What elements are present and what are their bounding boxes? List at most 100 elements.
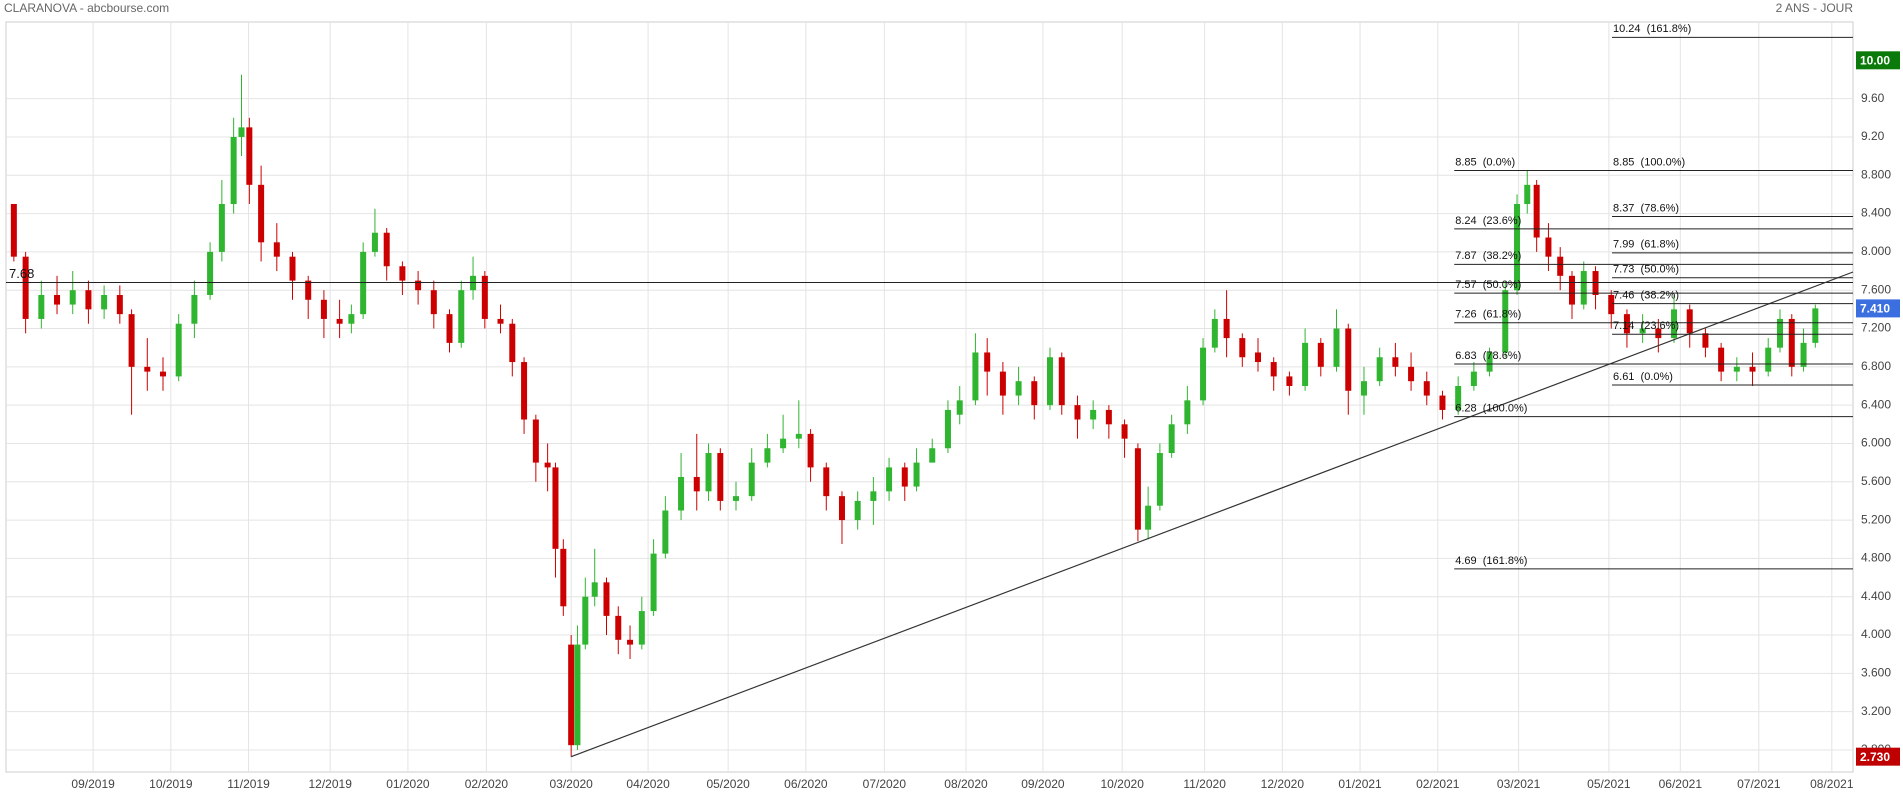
- candle-body: [371, 232, 378, 252]
- y-tick-label: 6.800: [1861, 359, 1891, 373]
- candle-body: [638, 611, 645, 645]
- candle-body: [1686, 309, 1693, 334]
- candle-body: [415, 280, 422, 291]
- candle-body: [678, 476, 685, 511]
- candle-body: [999, 371, 1006, 396]
- x-tick-label: 05/2021: [1587, 777, 1631, 791]
- candle-body: [1392, 357, 1399, 367]
- candle-body: [144, 366, 151, 372]
- fib-label: 8.85 (100.0%): [1613, 156, 1685, 168]
- candle-body: [1524, 184, 1531, 204]
- y-tick-label: 5.200: [1861, 512, 1891, 526]
- candle-body: [1557, 256, 1564, 276]
- fib-label: 10.24 (161.8%): [1613, 23, 1691, 35]
- candle-body: [399, 266, 406, 281]
- candle-body: [1121, 424, 1128, 439]
- candle-body: [1074, 405, 1081, 420]
- y-tick-label: 7.200: [1861, 321, 1891, 335]
- candle-body: [693, 476, 700, 492]
- candle-body: [1184, 400, 1191, 425]
- fib-label: 7.46 (38.2%): [1613, 290, 1679, 302]
- x-tick-label: 11/2019: [227, 777, 270, 791]
- candle-body: [320, 299, 327, 319]
- candle-body: [238, 127, 245, 137]
- candle-body: [807, 433, 814, 468]
- candle-body: [591, 582, 598, 597]
- y-tick-label: 6.000: [1861, 436, 1891, 450]
- candle-body: [838, 496, 845, 521]
- candle-body: [568, 644, 575, 746]
- candle-body: [230, 136, 237, 204]
- y-tick-label: 7.600: [1861, 282, 1891, 296]
- candle-body: [1360, 381, 1367, 396]
- x-tick-label: 10/2019: [149, 777, 193, 791]
- price-badge: [1856, 747, 1900, 766]
- x-tick-label: 12/2019: [308, 777, 352, 791]
- candle-body: [1090, 409, 1097, 420]
- candle-body: [972, 352, 979, 401]
- x-tick-label: 11/2020: [1183, 777, 1226, 791]
- x-tick-label: 10/2020: [1101, 777, 1145, 791]
- candle-body: [1015, 381, 1022, 396]
- candle-body: [552, 467, 559, 549]
- candle-body: [1502, 290, 1509, 353]
- candle-body: [1058, 357, 1065, 406]
- candle-body: [544, 462, 551, 468]
- y-tick-label: 4.800: [1861, 551, 1891, 565]
- candle-body: [1211, 318, 1218, 348]
- candle-body: [748, 462, 755, 497]
- candle-body: [1168, 424, 1175, 454]
- fib-label: 8.85 (0.0%): [1455, 156, 1515, 168]
- fib-label: 8.37 (78.6%): [1613, 202, 1679, 214]
- candle-body: [1702, 333, 1709, 348]
- candle-body: [383, 232, 390, 267]
- candle-body: [1408, 366, 1415, 382]
- candle-body: [1545, 237, 1552, 257]
- candle-body: [1134, 448, 1141, 530]
- candle-body: [1145, 505, 1152, 530]
- candle-body: [1655, 328, 1662, 339]
- candle-body: [764, 448, 771, 463]
- candle-body: [481, 275, 488, 319]
- y-tick-label: 6.400: [1861, 397, 1891, 411]
- y-tick-label: 4.000: [1861, 627, 1891, 641]
- fib-label: 4.69 (161.8%): [1455, 555, 1527, 567]
- candle-body: [627, 639, 634, 645]
- candle-body: [1749, 366, 1756, 372]
- candle-body: [101, 294, 108, 310]
- candle-body: [1423, 381, 1430, 396]
- candle-body: [1376, 357, 1383, 382]
- candle-body: [1486, 352, 1493, 372]
- candle-body: [54, 294, 61, 305]
- price-badge-label: 7.410: [1860, 302, 1890, 316]
- candle-body: [650, 553, 657, 612]
- candle-body: [1345, 328, 1352, 391]
- y-tick-label: 8.400: [1861, 206, 1891, 220]
- x-tick-label: 03/2021: [1497, 777, 1541, 791]
- candle-body: [560, 548, 567, 607]
- candle-body: [1765, 347, 1772, 372]
- candle-body: [1105, 409, 1112, 425]
- x-tick-label: 02/2021: [1416, 777, 1460, 791]
- y-tick-label: 8.000: [1861, 244, 1891, 258]
- chart-subtitle: 2 ANS - JOUR: [1776, 1, 1854, 15]
- x-tick-label: 02/2020: [465, 777, 509, 791]
- candle-body: [944, 409, 951, 449]
- plot-frame: [5, 21, 1854, 773]
- candle-body: [574, 644, 581, 746]
- candle-body: [273, 242, 280, 257]
- fib-label: 7.14 (23.6%): [1613, 320, 1679, 332]
- x-tick-label: 09/2020: [1021, 777, 1065, 791]
- candle-body: [603, 582, 610, 616]
- candle-body: [38, 294, 45, 319]
- x-tick-label: 01/2021: [1338, 777, 1382, 791]
- trendline: [570, 271, 1854, 758]
- y-tick-label: 3.200: [1861, 704, 1891, 718]
- candle-body: [1568, 275, 1575, 305]
- candle-body: [218, 203, 225, 252]
- candle-body: [1788, 318, 1795, 367]
- candle-body: [733, 496, 740, 501]
- y-tick-label: 9.60: [1861, 91, 1885, 105]
- candle-body: [159, 371, 166, 377]
